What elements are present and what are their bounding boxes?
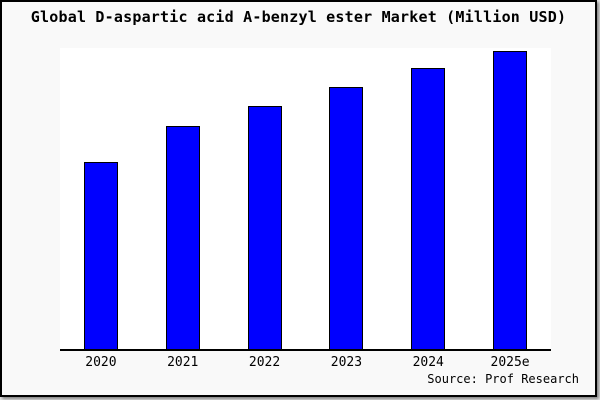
- chart-title: Global D-aspartic acid A-benzyl ester Ma…: [30, 8, 567, 26]
- bar-2020: [83, 162, 118, 349]
- x-tick-label-2025e: 2025e: [490, 355, 530, 370]
- x-tick-label-2022: 2022: [248, 355, 281, 370]
- x-tick-label-2020: 2020: [85, 355, 117, 370]
- x-tick-label-2023: 2023: [330, 355, 363, 370]
- source-credit: Source: Prof Research: [427, 372, 579, 386]
- bar-2021: [165, 126, 200, 349]
- bar-2023: [329, 87, 364, 349]
- x-tick-label-2021: 2021: [167, 355, 199, 370]
- plot-area: [60, 48, 551, 351]
- x-axis-labels: 2020 2021 2022 2023 2024 2025e: [60, 355, 551, 371]
- bar-2024: [411, 68, 446, 349]
- bar-2022: [247, 106, 282, 349]
- x-tick-label-2024: 2024: [412, 355, 444, 370]
- bar-2025e: [493, 51, 528, 349]
